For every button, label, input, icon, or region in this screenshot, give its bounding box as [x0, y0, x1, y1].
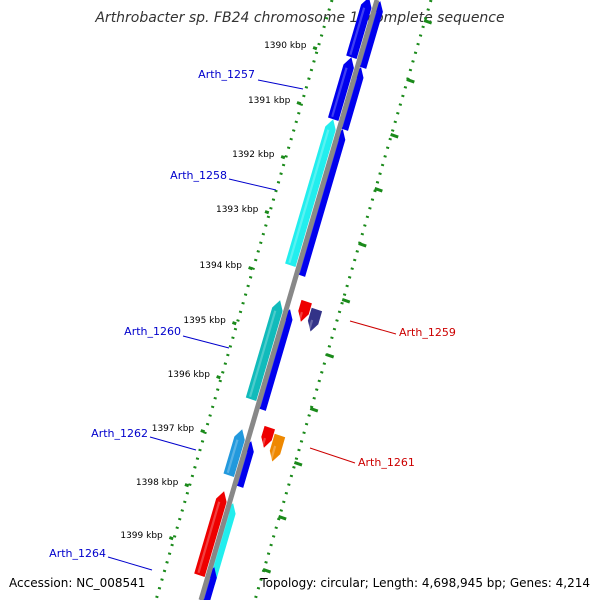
gene-feature-arrow [245, 300, 283, 401]
scale-tick-label: 1391 kbp [248, 96, 291, 106]
major-tick [278, 515, 287, 521]
gene-feature-arrow [261, 425, 275, 448]
scale-tick-label: 1394 kbp [200, 261, 243, 271]
major-tick [423, 19, 433, 25]
scale-tick-label: 1399 kbp [120, 531, 163, 541]
inner-tick-track [154, 0, 334, 600]
major-tick [168, 536, 174, 541]
gene-feature-arrow [328, 57, 354, 121]
topology-summary: Topology: circular; Length: 4,698,945 bp… [260, 576, 590, 590]
gene-label: Arth_1258 [170, 169, 227, 182]
major-tick [200, 429, 206, 434]
major-tick [341, 298, 351, 304]
major-tick [293, 461, 303, 467]
gene-feature-highlight [331, 67, 348, 118]
major-tick [358, 242, 367, 248]
major-tick [231, 321, 237, 326]
gene-feature-arrow [223, 429, 245, 477]
gene-feature-highlight [197, 501, 221, 574]
major-tick [390, 133, 399, 139]
scale-tick-label: 1398 kbp [136, 478, 179, 488]
scale-tick-label: 1390 kbp [264, 41, 307, 51]
accession-label: Accession: NC_008541 [9, 576, 146, 590]
scale-tick-label: 1396 kbp [168, 370, 211, 380]
gene-label: Arth_1257 [198, 68, 255, 81]
gene-feature-highlight [288, 129, 330, 264]
gene-leader-line [309, 447, 356, 464]
gene-leader-line [257, 79, 304, 90]
major-tick [216, 375, 221, 380]
major-tick [248, 266, 253, 271]
gene-label-layer: Arth_1257 Arth_1258 Arth_1260 Arth_1262 Arth… [49, 68, 456, 571]
gene-feature-highlight [308, 319, 314, 330]
major-tick-layer [168, 19, 433, 574]
gene-leader-line [349, 320, 397, 335]
scale-tick-label: 1395 kbp [183, 316, 226, 326]
scale-tick-label: 1392 kbp [232, 150, 275, 160]
gene-feature-highlight [261, 437, 266, 446]
gene-leader-line [182, 335, 230, 349]
gene-feature-highlight [298, 311, 303, 320]
gene-label: Arth_1260 [124, 325, 181, 338]
gene-feature-arrow [346, 0, 372, 59]
gene-feature-highlight [226, 439, 239, 474]
major-tick [312, 46, 318, 51]
gene-feature-highlight [249, 310, 277, 398]
gene-leader-line [107, 556, 153, 571]
gene-feature-highlight [270, 445, 277, 460]
major-tick [184, 483, 190, 488]
chromosome-backbone [198, 0, 380, 600]
gene-leader-line [149, 436, 197, 451]
gene-feature-highlight [349, 7, 366, 56]
major-tick [325, 353, 335, 359]
major-tick [264, 210, 270, 215]
gene-label: Arth_1261 [358, 456, 415, 469]
scale-tick-label: 1393 kbp [216, 205, 259, 215]
scale-tick-label: 1397 kbp [152, 424, 195, 434]
gene-feature-arrow [285, 119, 336, 267]
gene-feature-arrow [269, 433, 286, 462]
major-tick [309, 407, 319, 413]
gene-feature-arrow [307, 307, 323, 332]
gene-feature-arrow [194, 491, 227, 577]
major-tick [296, 101, 302, 106]
gene-label: Arth_1259 [399, 326, 456, 339]
major-tick [374, 187, 383, 193]
gene-label: Arth_1262 [91, 427, 148, 440]
major-tick [406, 78, 415, 84]
map-title: Arthrobacter sp. FB24 chromosome 1, comp… [95, 10, 505, 26]
major-tick [280, 155, 286, 160]
gene-leader-line [228, 178, 277, 191]
gene-label: Arth_1264 [49, 547, 106, 560]
major-tick [262, 568, 272, 574]
gene-feature-arrow [298, 299, 312, 322]
